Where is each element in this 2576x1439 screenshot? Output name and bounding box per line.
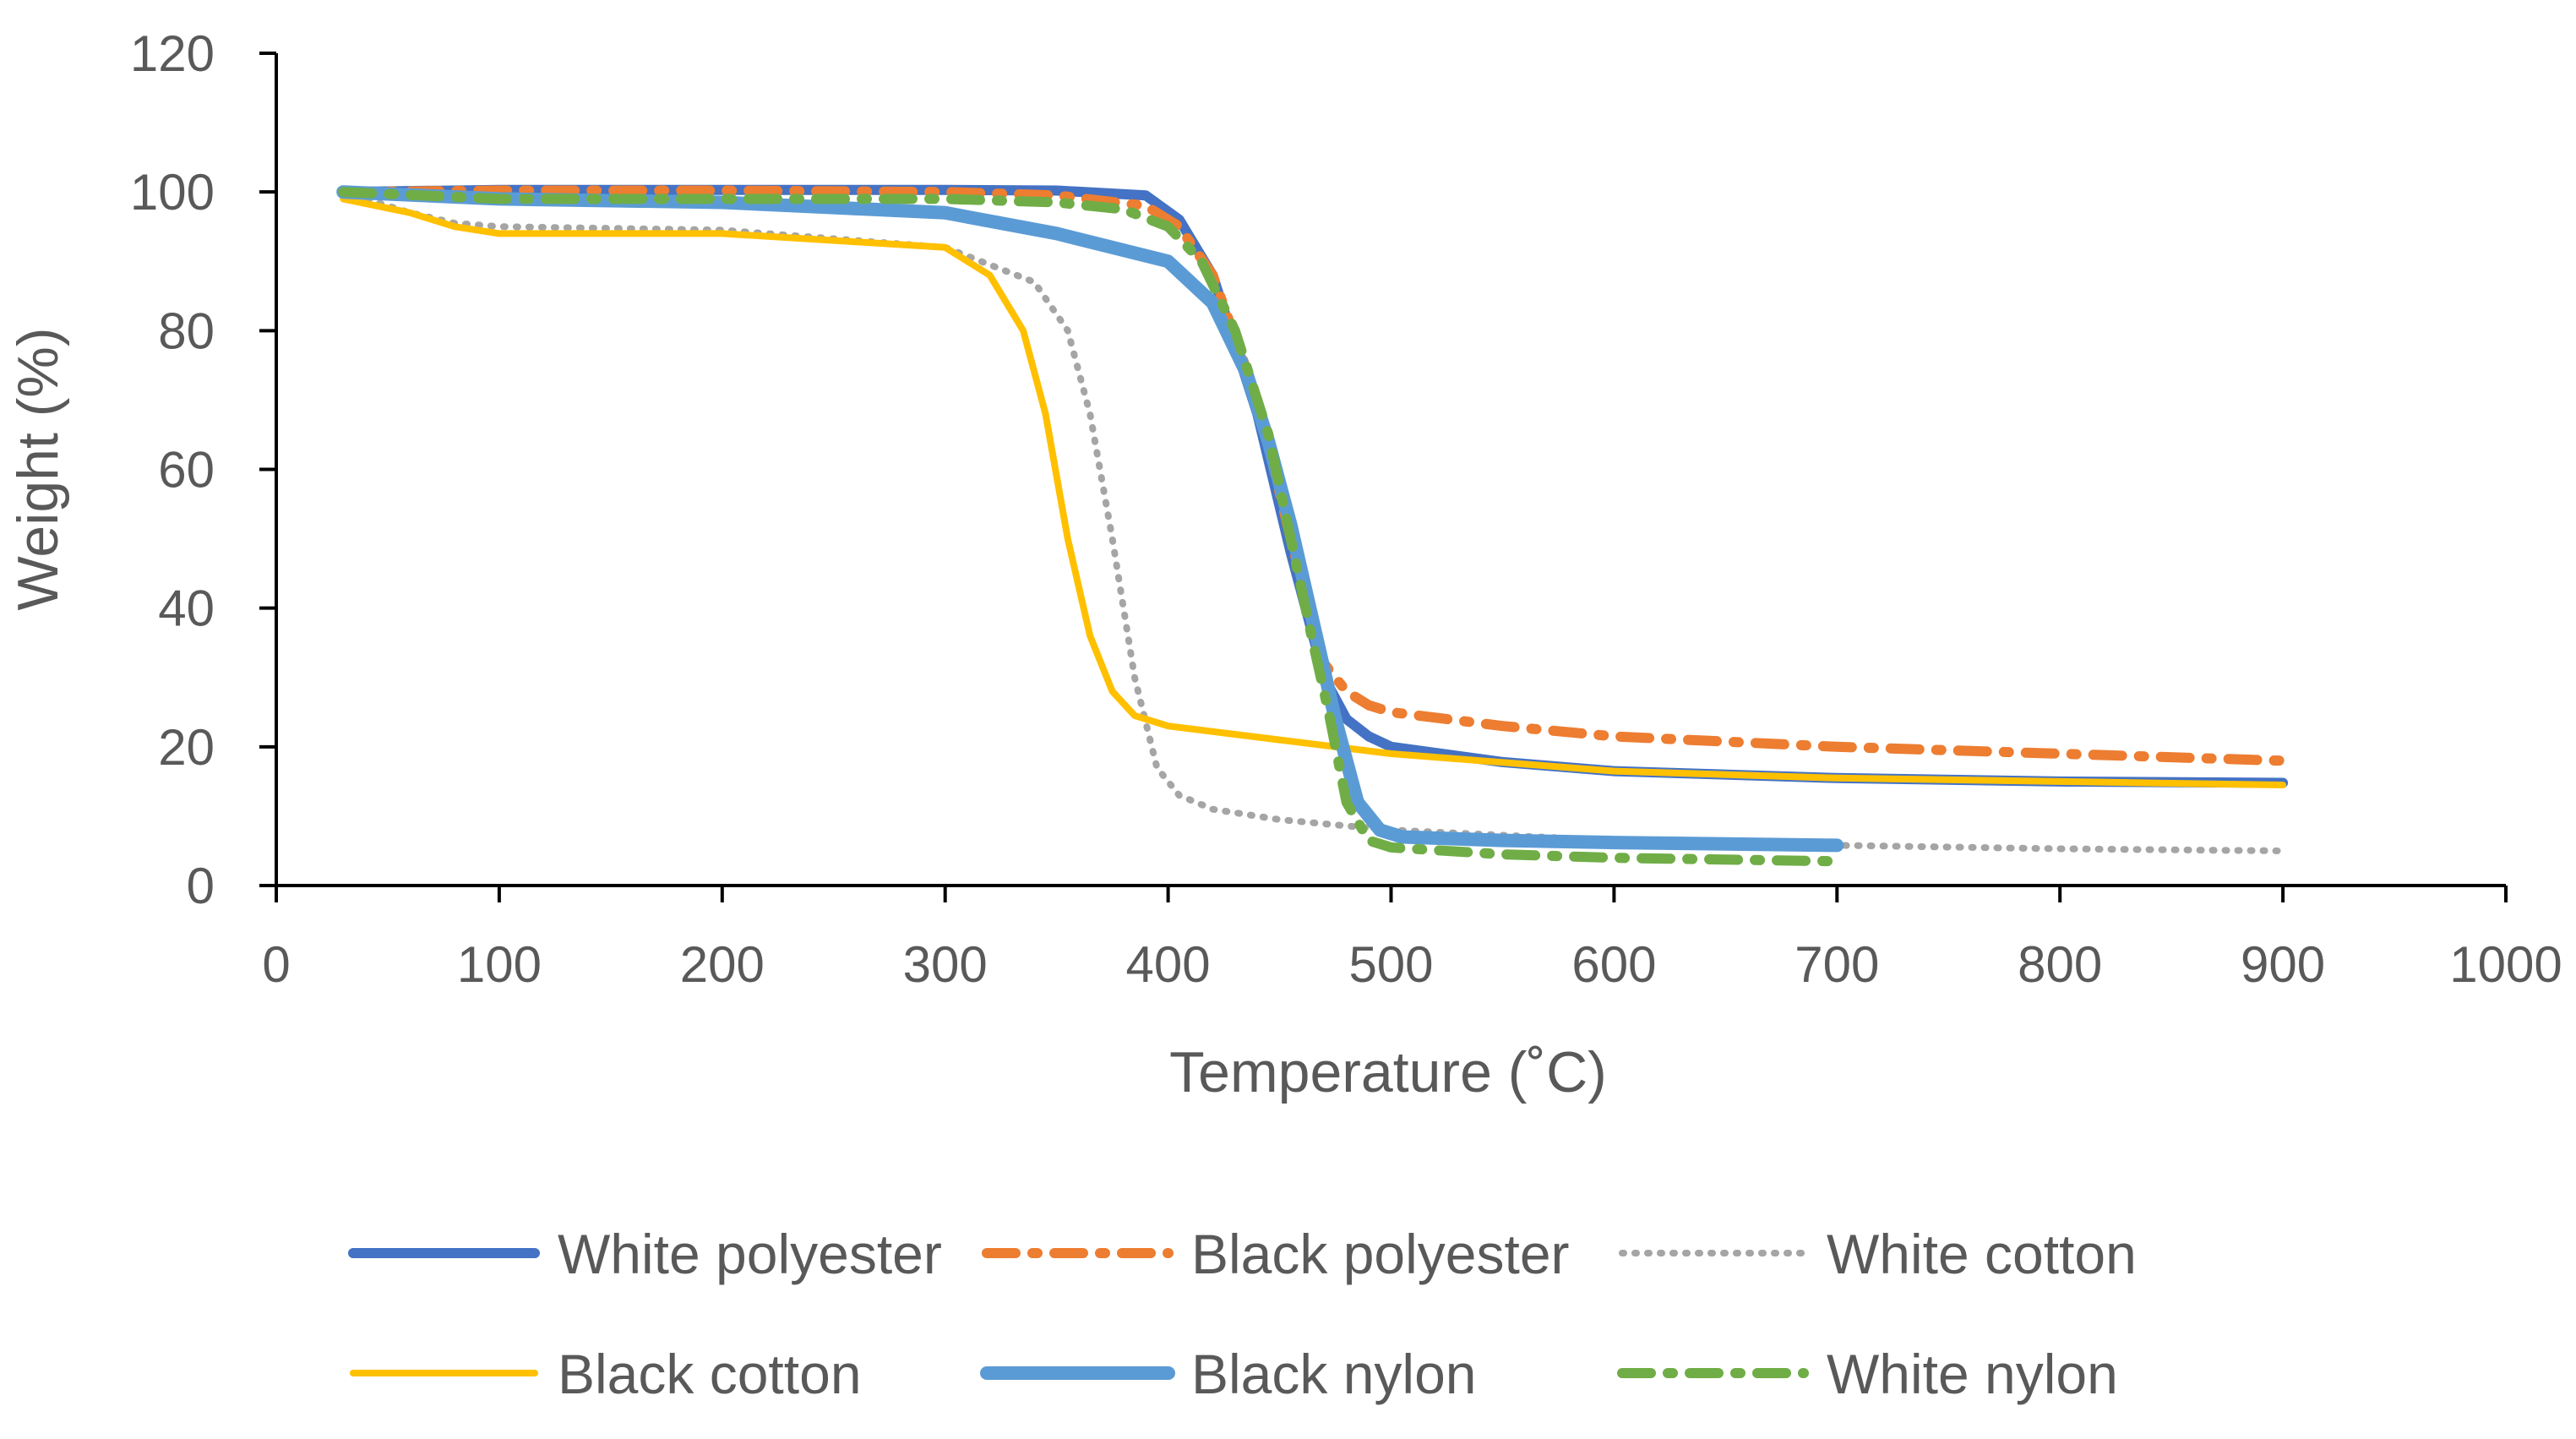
y-tick-label: 0: [187, 858, 215, 914]
legend-label: White polyester: [558, 1223, 942, 1285]
legend: White polyester Black polyester White cott…: [348, 1223, 2137, 1405]
legend-item: White cotton: [1619, 1223, 2137, 1285]
x-tick-label: 0: [262, 936, 290, 993]
series-line-white-cotton: [340, 188, 2287, 854]
y-axis: 0 20 40 60 80 100 120: [130, 25, 278, 914]
y-tick-label: 80: [158, 303, 215, 359]
x-tick-label: 100: [457, 936, 542, 993]
legend-label: White cotton: [1827, 1223, 2137, 1285]
plot-area: [336, 184, 2289, 867]
series-line-black-polyester: [338, 185, 2289, 766]
y-axis-title: Weight (%): [6, 327, 70, 610]
legend-item: Black nylon: [980, 1343, 1477, 1405]
x-tick-label: 400: [1126, 936, 1211, 993]
x-tick-label: 700: [1794, 936, 1879, 993]
legend-item: White nylon: [1617, 1343, 2118, 1405]
legend-item: Black polyester: [982, 1223, 1570, 1285]
y-tick-label: 100: [130, 164, 215, 221]
series-line-white-nylon: [338, 187, 1843, 867]
x-tick-label: 200: [680, 936, 765, 993]
legend-label: White nylon: [1827, 1343, 2118, 1405]
legend-label: Black cotton: [558, 1343, 862, 1405]
legend-item: White polyester: [348, 1223, 942, 1285]
legend-label: Black nylon: [1191, 1343, 1477, 1405]
y-tick-label: 40: [158, 581, 215, 637]
series-line-black-cotton: [340, 195, 2287, 788]
series-line-black-nylon: [336, 185, 1844, 853]
y-tick-label: 20: [158, 719, 215, 776]
x-tick-label: 1000: [2449, 936, 2562, 993]
x-axis: 0 100 200 300 400 500 600 700 800 900 1000: [262, 884, 2562, 993]
series-line-white-polyester: [338, 184, 2289, 788]
y-tick-label: 60: [158, 442, 215, 499]
legend-label: Black polyester: [1191, 1223, 1570, 1285]
x-tick-label: 300: [903, 936, 988, 993]
x-tick-label: 600: [1571, 936, 1656, 993]
y-tick-label: 120: [130, 25, 215, 82]
x-axis-title: Temperature (˚C): [1169, 1040, 1607, 1104]
x-tick-label: 800: [2018, 936, 2102, 993]
x-tick-label: 500: [1348, 936, 1433, 993]
x-tick-label: 900: [2241, 936, 2325, 993]
legend-item: Black cotton: [350, 1343, 862, 1405]
